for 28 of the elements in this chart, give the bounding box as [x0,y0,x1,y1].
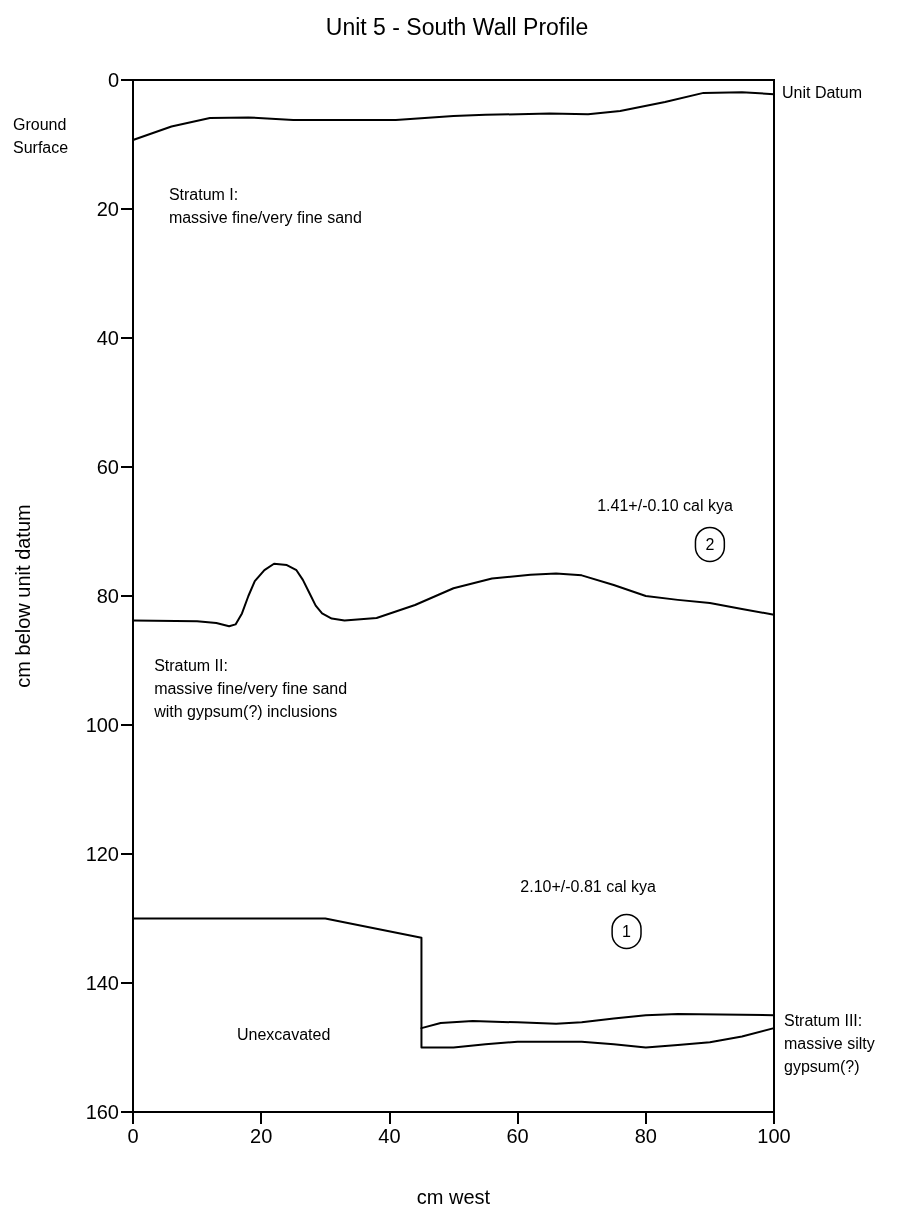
annotation: 1 [622,922,632,940]
x-tick-label: 0 [127,1125,139,1147]
y-tick-label: 0 [107,69,119,91]
x-axis-title: cm west [416,1186,491,1208]
y-tick-label: 80 [96,585,119,607]
annotation: Stratum I: massive fine/very fine sand [168,186,362,227]
x-tick-label: 80 [634,1125,657,1147]
y-tick-label: 120 [85,843,119,865]
chart-title: Unit 5 - South Wall Profile [325,13,589,40]
y-axis-title: cm below unit datum [12,504,34,688]
x-tick-label: 100 [757,1125,791,1147]
y-tick-label: 60 [96,456,119,478]
text: Ground Surface [13,116,71,157]
text: Unit Datum [782,84,863,102]
y-tick-label: 140 [85,972,119,994]
y-tick-label: 100 [85,714,119,736]
annotation: 1.41+/-0.10 cal kya [597,497,733,515]
annotation: Stratum II: massive fine/very fine sand with gypsum(?) inclusions [153,657,348,721]
annotation: 2 [705,535,715,553]
x-tick-label: 20 [250,1125,273,1147]
annotation: 2.10+/-0.81 cal kya [520,877,657,895]
y-tick-label: 160 [85,1101,119,1123]
y-tick-label: 20 [96,198,119,220]
x-tick-label: 40 [378,1125,401,1147]
text: Stratum III: massive silty gypsum(?) [784,1011,875,1075]
annotation: Unexcavated [236,1026,331,1044]
x-tick-label: 60 [506,1125,529,1147]
y-tick-label: 40 [96,327,119,349]
